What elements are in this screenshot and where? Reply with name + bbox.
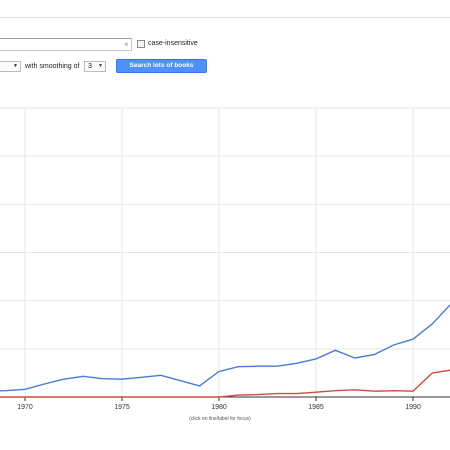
x-tick-label: 1980: [211, 404, 227, 411]
smoothing-select-value: 3: [88, 63, 92, 70]
smoothing-label: with smoothing of: [25, 63, 80, 70]
x-tick-label: 1990: [405, 404, 421, 411]
smoothing-select[interactable]: 3 ▼: [84, 61, 106, 72]
x-tick-label: 1985: [308, 404, 324, 411]
series-line-2: [0, 369, 450, 398]
x-tick-label: 1970: [17, 404, 33, 411]
series-line-1: [0, 303, 450, 392]
chart-footnote: (click on line/label for focus): [189, 416, 251, 422]
case-insensitive-checkbox[interactable]: [137, 40, 145, 48]
case-insensitive-label: case-insensitive: [148, 40, 198, 47]
search-button[interactable]: Search lots of books: [116, 59, 207, 73]
corpus-select[interactable]: ▼: [0, 61, 21, 72]
x-axis-ticks: 1970 1975 1980 1985 1990: [17, 397, 421, 411]
clear-query-icon[interactable]: ×: [124, 40, 129, 49]
chart-grid: [0, 107, 450, 397]
x-tick-label: 1975: [114, 404, 130, 411]
chart-series: [0, 303, 450, 398]
smoothing-dropdown-arrow-icon: ▼: [98, 63, 103, 69]
corpus-dropdown-arrow-icon: ▼: [13, 63, 18, 69]
query-input[interactable]: [0, 38, 132, 51]
top-divider: [0, 17, 450, 18]
